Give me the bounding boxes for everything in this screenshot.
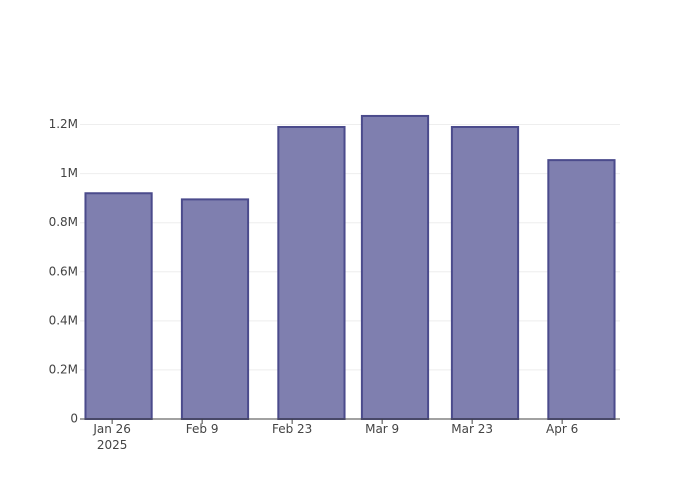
- y-tick-label: 0.6M: [49, 264, 78, 278]
- bar: [547, 159, 616, 420]
- x-tick-label: Apr 6: [546, 422, 578, 436]
- y-tick-label: 0.8M: [49, 215, 78, 229]
- bar: [180, 198, 250, 420]
- x-tick-label: Jan 26 2025: [92, 422, 131, 452]
- x-tick-label: Feb 9: [186, 422, 219, 436]
- y-tick-label: 1.2M: [49, 117, 78, 131]
- bar: [360, 114, 430, 420]
- y-tick-label: 0.4M: [49, 313, 78, 327]
- x-tick-label: Mar 23: [451, 422, 493, 436]
- y-tick-label: 0: [70, 412, 78, 426]
- y-tick-label: 1M: [60, 166, 78, 180]
- bar: [84, 192, 153, 420]
- y-tick-label: 0.2M: [49, 362, 78, 376]
- x-tick-label: Feb 23: [272, 422, 312, 436]
- x-tick-label: Mar 9: [365, 422, 399, 436]
- bar: [277, 125, 346, 420]
- bar: [450, 125, 520, 420]
